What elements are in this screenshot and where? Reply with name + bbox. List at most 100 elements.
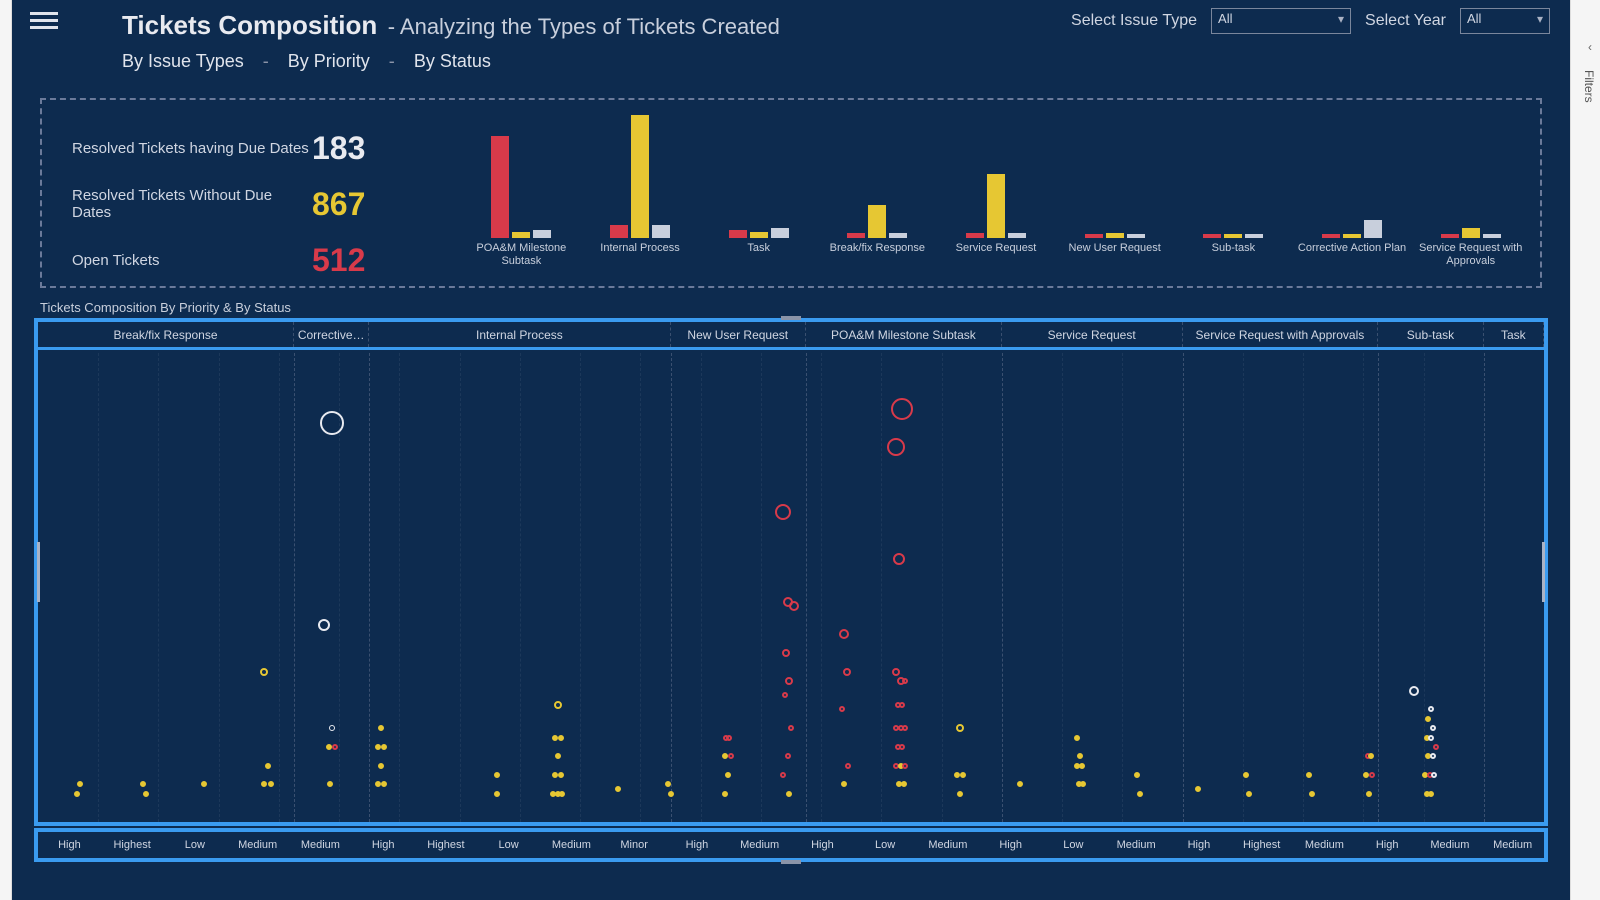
scatter-point[interactable] (140, 781, 146, 787)
bar[interactable] (889, 233, 907, 238)
bar[interactable] (868, 205, 886, 238)
scatter-column-header[interactable]: New User Request (671, 322, 807, 347)
year-select[interactable]: All (1460, 8, 1550, 34)
bar[interactable] (491, 136, 509, 238)
scatter-point[interactable] (893, 553, 905, 565)
bar[interactable] (1106, 233, 1124, 238)
scatter-point[interactable] (839, 629, 849, 639)
nav-priority[interactable]: By Priority (288, 51, 370, 71)
scatter-point[interactable] (1428, 791, 1434, 797)
scatter-point[interactable] (381, 744, 387, 750)
scatter-point[interactable] (726, 735, 732, 741)
scatter-point[interactable] (668, 791, 674, 797)
bar[interactable] (1008, 233, 1026, 238)
scatter-point[interactable] (318, 619, 330, 631)
bar[interactable] (1343, 234, 1361, 238)
bar[interactable] (512, 232, 530, 238)
scatter-point[interactable] (901, 781, 907, 787)
bar-column[interactable]: Service Request with Approvals (1411, 110, 1530, 276)
scatter-point[interactable] (785, 753, 791, 759)
scatter-point[interactable] (1077, 753, 1083, 759)
scatter-point[interactable] (559, 791, 565, 797)
scatter-point[interactable] (260, 668, 268, 676)
scatter-point[interactable] (381, 781, 387, 787)
scatter-point[interactable] (143, 791, 149, 797)
bar[interactable] (1441, 234, 1459, 238)
bar-column[interactable]: POA&M Milestone Subtask (462, 110, 581, 276)
bar[interactable] (771, 228, 789, 238)
scatter-point[interactable] (839, 706, 845, 712)
scatter-column-header[interactable]: Internal Process (369, 322, 670, 347)
scatter-point[interactable] (320, 411, 344, 435)
scatter-point[interactable] (1425, 716, 1431, 722)
scatter-point[interactable] (722, 791, 728, 797)
scatter-chart[interactable]: Break/fix ResponseCorrective…Internal Pr… (34, 318, 1548, 826)
scatter-point[interactable] (494, 772, 500, 778)
scatter-point[interactable] (327, 781, 333, 787)
bar[interactable] (1462, 228, 1480, 238)
scatter-column-header[interactable]: Service Request (1002, 322, 1183, 347)
scatter-point[interactable] (550, 791, 556, 797)
scatter-point[interactable] (1433, 744, 1439, 750)
scatter-point[interactable] (843, 668, 851, 676)
bar-column[interactable]: Service Request (937, 110, 1056, 276)
scatter-point[interactable] (552, 772, 558, 778)
scatter-point[interactable] (615, 786, 621, 792)
scatter-point[interactable] (1080, 781, 1086, 787)
scatter-point[interactable] (378, 763, 384, 769)
bar[interactable] (652, 225, 670, 238)
scatter-point[interactable] (902, 763, 908, 769)
bar[interactable] (1245, 234, 1263, 238)
bar[interactable] (1224, 234, 1242, 238)
scatter-point[interactable] (785, 677, 793, 685)
scatter-point[interactable] (201, 781, 207, 787)
scatter-point[interactable] (954, 772, 960, 778)
scatter-point[interactable] (558, 772, 564, 778)
scatter-point[interactable] (558, 735, 564, 741)
scatter-point[interactable] (1195, 786, 1201, 792)
drag-handle-top[interactable] (781, 316, 801, 320)
scatter-point[interactable] (1074, 735, 1080, 741)
scatter-point[interactable] (1428, 706, 1434, 712)
drag-handle-bottom[interactable] (781, 860, 801, 864)
issue-type-select[interactable]: All (1211, 8, 1351, 34)
scatter-point[interactable] (786, 791, 792, 797)
scatter-point[interactable] (725, 772, 731, 778)
bar[interactable] (1483, 234, 1501, 238)
filters-pane-tab[interactable]: Filters (1582, 70, 1596, 103)
bar-column[interactable]: Sub-task (1174, 110, 1293, 276)
scatter-point[interactable] (960, 772, 966, 778)
bar[interactable] (533, 230, 551, 238)
scatter-point[interactable] (268, 781, 274, 787)
bar[interactable] (1322, 234, 1340, 238)
scatter-point[interactable] (1430, 753, 1436, 759)
scatter-point[interactable] (494, 791, 500, 797)
scatter-point[interactable] (1428, 735, 1434, 741)
scatter-point[interactable] (332, 744, 338, 750)
scatter-point[interactable] (1430, 725, 1436, 731)
scatter-point[interactable] (788, 725, 794, 731)
scatter-point[interactable] (775, 504, 791, 520)
scatter-point[interactable] (1369, 772, 1375, 778)
bar-column[interactable]: Break/fix Response (818, 110, 937, 276)
scatter-column-header[interactable]: Sub-task (1378, 322, 1483, 347)
scatter-point[interactable] (74, 791, 80, 797)
hamburger-icon[interactable] (30, 8, 58, 30)
scatter-point[interactable] (329, 725, 335, 731)
scatter-point[interactable] (899, 702, 905, 708)
scatter-point[interactable] (899, 744, 905, 750)
scatter-point[interactable] (782, 692, 788, 698)
chevron-left-icon[interactable]: ‹ (1588, 40, 1592, 54)
bar[interactable] (1127, 234, 1145, 238)
scatter-point[interactable] (1243, 772, 1249, 778)
scatter-point[interactable] (957, 791, 963, 797)
scatter-point[interactable] (1134, 772, 1140, 778)
scatter-point[interactable] (1246, 791, 1252, 797)
bar[interactable] (987, 174, 1005, 238)
scatter-point[interactable] (326, 744, 332, 750)
scatter-point[interactable] (892, 668, 900, 676)
scatter-point[interactable] (1309, 791, 1315, 797)
scatter-point[interactable] (261, 781, 267, 787)
scatter-point[interactable] (841, 781, 847, 787)
scatter-point[interactable] (891, 398, 913, 420)
